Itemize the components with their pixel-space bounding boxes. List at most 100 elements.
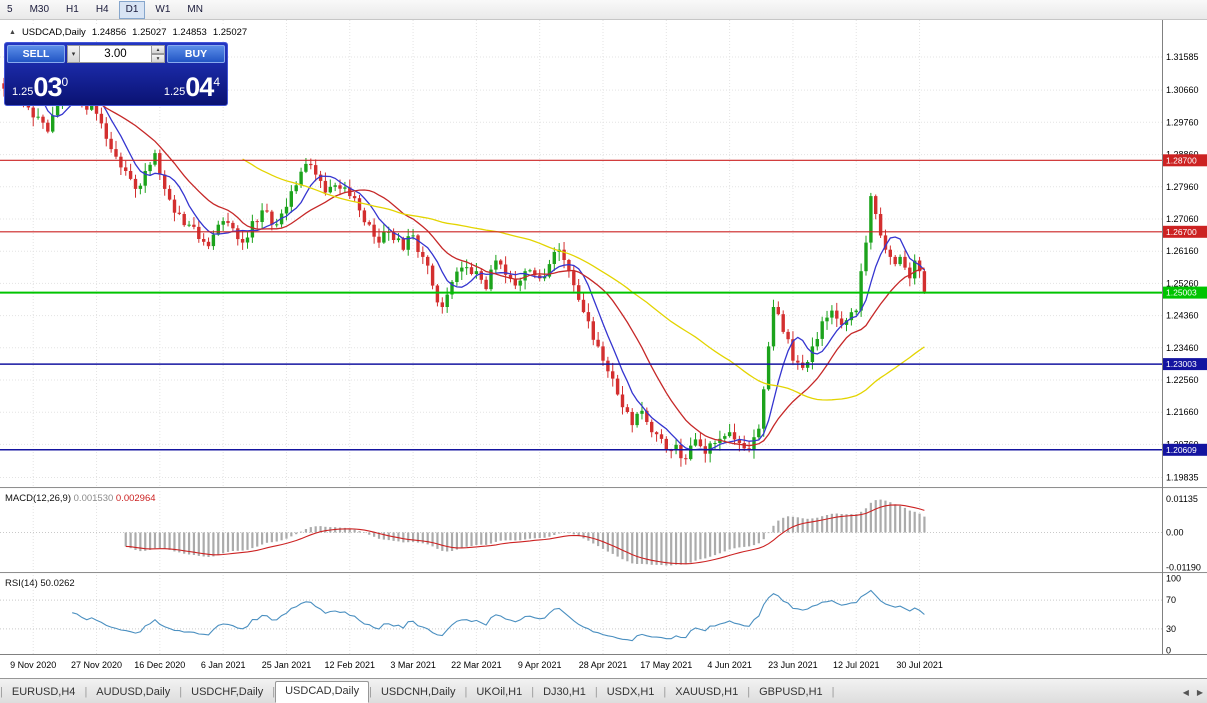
svg-text:4 Jun 2021: 4 Jun 2021 xyxy=(707,660,752,670)
tab-usdchf-daily[interactable]: USDCHF,Daily xyxy=(191,686,264,698)
rsi-line xyxy=(72,589,925,642)
svg-text:1.26160: 1.26160 xyxy=(1166,246,1199,256)
price-chart-svg[interactable]: 1.315851.306601.297601.288601.279601.270… xyxy=(0,20,1207,678)
tab-gbpusd-h1[interactable]: GBPUSD,H1 xyxy=(759,686,823,698)
svg-text:1.21660: 1.21660 xyxy=(1166,407,1199,417)
chart-close-value: 1.25027 xyxy=(212,27,248,38)
buy-button[interactable]: BUY xyxy=(167,45,225,63)
buy-price-prefix: 1.25 xyxy=(163,86,186,98)
svg-text:30 Jul 2021: 30 Jul 2021 xyxy=(896,660,943,670)
tab-audusd-daily[interactable]: AUDUSD,Daily xyxy=(96,686,171,698)
price-badges-layer: 1.28700 1.26700 1.25003 1.23003 1.20609 xyxy=(1163,154,1207,456)
svg-text:1.24360: 1.24360 xyxy=(1166,311,1199,321)
svg-text:1.29760: 1.29760 xyxy=(1166,117,1199,127)
tab-usdcad-daily[interactable]: USDCAD,Daily xyxy=(275,681,370,703)
buy-price-big: 04 xyxy=(185,72,214,102)
svg-text:1.30660: 1.30660 xyxy=(1166,85,1199,95)
buy-price-sup: 4 xyxy=(213,75,220,89)
chart-marker-icon: ▲ xyxy=(9,29,16,36)
svg-text:0.00: 0.00 xyxy=(1166,528,1184,538)
svg-text:25 Jan 2021: 25 Jan 2021 xyxy=(262,660,312,670)
price-badge-1.25003 xyxy=(1163,286,1207,299)
svg-text:-0.01190: -0.01190 xyxy=(1166,562,1201,572)
price-badge-1.28700 xyxy=(1163,154,1207,167)
sell-price-sup: 0 xyxy=(61,75,69,89)
svg-text:12 Feb 2021: 12 Feb 2021 xyxy=(325,660,376,670)
tab-separator: | xyxy=(84,686,88,698)
svg-text:0: 0 xyxy=(1166,645,1171,655)
buy-price[interactable]: 1.25 04 4 xyxy=(164,74,220,105)
timeframe-button-mn[interactable]: MN xyxy=(187,3,203,15)
svg-text:12 Jul 2021: 12 Jul 2021 xyxy=(833,660,880,670)
macd-pane[interactable]: MACD(12,26,9) 0.001530 0.002964 xyxy=(0,493,1162,566)
time-axis[interactable]: 9 Nov 2020 27 Nov 2020 16 Dec 2020 6 Jan 20… xyxy=(10,660,943,670)
timeframe-button-h1[interactable]: H1 xyxy=(66,3,79,15)
timeframe-button-h4[interactable]: H4 xyxy=(95,3,109,15)
timeframe-button-w1[interactable]: W1 xyxy=(155,3,171,15)
svg-text:28 Apr 2021: 28 Apr 2021 xyxy=(579,660,628,670)
grid-layer xyxy=(0,20,1162,654)
tab-separator: | xyxy=(369,686,372,698)
macd-signal-line xyxy=(125,504,925,565)
tabs-scroll-left-icon[interactable]: ◀ xyxy=(1182,688,1189,697)
volume-dropdown-icon[interactable]: ▾ xyxy=(67,45,80,63)
svg-text:30: 30 xyxy=(1166,624,1176,634)
chart-area[interactable]: ▲ USDCAD,Daily 1.24856 1.25027 1.24853 1… xyxy=(0,20,1207,678)
svg-text:16 Dec 2020: 16 Dec 2020 xyxy=(134,660,185,670)
svg-text:6 Jan 2021: 6 Jan 2021 xyxy=(201,660,246,670)
chart-low-value: 1.24853 xyxy=(172,27,207,38)
svg-text:1.25260: 1.25260 xyxy=(1166,278,1199,288)
tab-ukoil-h1[interactable]: UKOil,H1 xyxy=(476,686,523,698)
tab-usdcnh-daily[interactable]: USDCNH,Daily xyxy=(380,686,456,698)
horizontal-lines-layer xyxy=(0,159,1162,451)
chart-tabs-bar: | EURUSD,H4 | AUDUSD,Daily | USDCHF,Daily | USD… xyxy=(0,678,1207,703)
svg-text:9 Apr 2021: 9 Apr 2021 xyxy=(518,660,562,670)
tab-separator: | xyxy=(272,686,276,698)
tab-separator: | xyxy=(663,686,667,698)
chart-title-overlay: ▲ USDCAD,Daily 1.24856 1.25027 1.24853 1… xyxy=(5,26,252,39)
tab-separator: | xyxy=(464,686,468,698)
svg-text:9 Nov 2020: 9 Nov 2020 xyxy=(10,660,56,670)
svg-text:22 Mar 2021: 22 Mar 2021 xyxy=(451,660,502,670)
tab-xauusd-h1[interactable]: XAUUSD,H1 xyxy=(675,686,739,698)
svg-text:27 Nov 2020: 27 Nov 2020 xyxy=(71,660,122,670)
sell-button[interactable]: SELL xyxy=(7,45,65,63)
tab-usdx-h1[interactable]: USDX,H1 xyxy=(606,686,655,698)
price-badge-1.20609 xyxy=(1163,443,1207,456)
svg-text:100: 100 xyxy=(1166,574,1181,584)
price-axis[interactable]: 1.315851.306601.297601.288601.279601.270… xyxy=(1166,52,1201,655)
volume-control: ▾ ▴ ▾ xyxy=(67,45,165,63)
tab-separator: | xyxy=(531,686,535,698)
timeframe-button-m30[interactable]: M30 xyxy=(29,3,50,15)
volume-increase-icon[interactable]: ▴ xyxy=(152,45,165,54)
svg-text:1.22560: 1.22560 xyxy=(1166,375,1199,385)
volume-decrease-icon[interactable]: ▾ xyxy=(152,54,165,63)
svg-text:1.23003: 1.23003 xyxy=(1166,359,1197,369)
sell-price-prefix: 1.25 xyxy=(12,86,34,98)
svg-text:1.20609: 1.20609 xyxy=(1166,445,1197,455)
moving-average-7 xyxy=(32,90,925,451)
price-badge-1.23003 xyxy=(1163,358,1207,371)
svg-text:1.27960: 1.27960 xyxy=(1166,182,1199,192)
tab-separator: | xyxy=(179,686,183,698)
tab-separator: | xyxy=(594,686,598,698)
chart-high-value: 1.25027 xyxy=(132,27,167,38)
moving-average-18 xyxy=(86,98,925,447)
tab-separator: | xyxy=(0,686,3,698)
svg-text:1.23460: 1.23460 xyxy=(1166,343,1199,353)
tab-separator: | xyxy=(747,686,751,698)
rsi-pane[interactable]: RSI(14) 50.0262 xyxy=(0,578,1162,642)
tabs-scroll-right-icon[interactable]: ▶ xyxy=(1196,688,1203,697)
tab-dj30-h1[interactable]: DJ30,H1 xyxy=(543,686,586,698)
svg-text:17 May 2021: 17 May 2021 xyxy=(640,660,692,670)
volume-input[interactable] xyxy=(80,45,152,63)
svg-text:1.27060: 1.27060 xyxy=(1166,214,1199,224)
svg-text:1.19835: 1.19835 xyxy=(1166,473,1199,483)
macd-label: MACD(12,26,9) 0.001530 0.002964 xyxy=(5,493,156,504)
timeframe-button-d1[interactable]: D1 xyxy=(118,0,146,19)
sell-price-big: 03 xyxy=(33,72,62,102)
timeframe-button-5[interactable]: 5 xyxy=(7,3,13,15)
svg-text:1.31585: 1.31585 xyxy=(1166,52,1199,62)
sell-price[interactable]: 1.25 03 0 xyxy=(12,74,68,105)
tab-eurusd-h4[interactable]: EURUSD,H4 xyxy=(11,686,76,698)
